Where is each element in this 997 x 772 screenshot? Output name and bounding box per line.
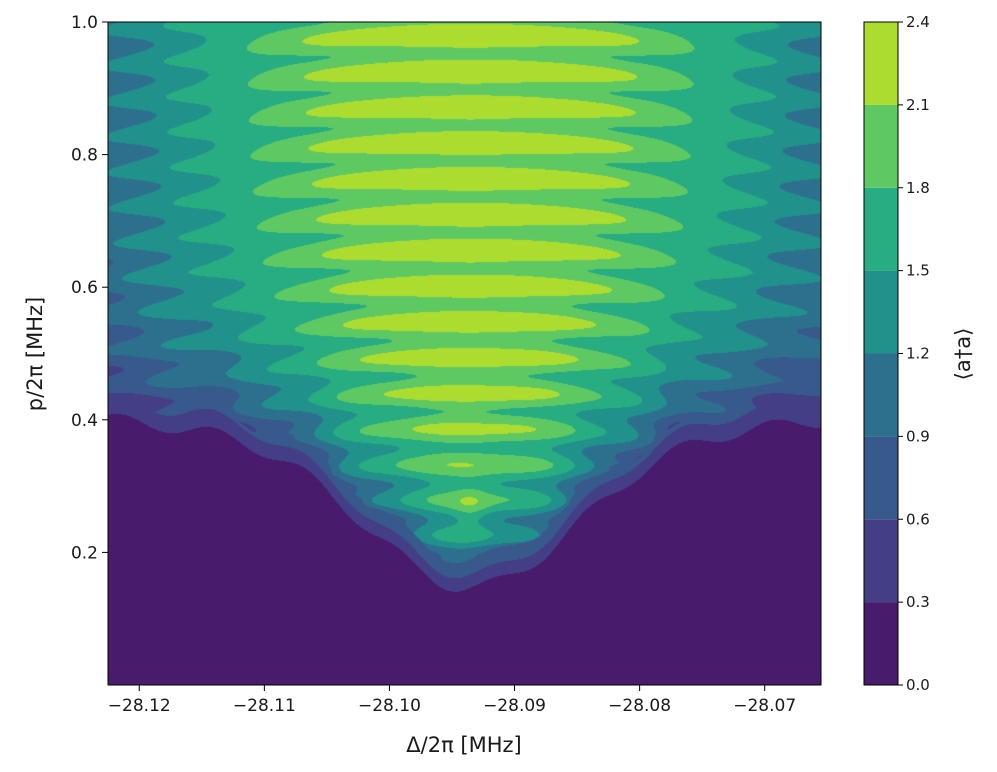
colorbar-tick-label: 0.3 <box>906 593 930 611</box>
colorbar-band <box>864 353 898 437</box>
colorbar-label: ⟨a†a⟩ <box>951 328 975 381</box>
colorbar-tick-label: 0.6 <box>906 510 930 528</box>
colorbar-band <box>864 519 898 603</box>
x-tick-label: −28.07 <box>733 696 796 716</box>
y-tick-label: 0.6 <box>71 278 98 298</box>
colorbar-band <box>864 436 898 520</box>
colorbar-band <box>864 187 898 271</box>
x-tick-label: −28.08 <box>608 696 671 716</box>
colorbar-band <box>864 22 898 105</box>
colorbar-tick-label: 1.2 <box>906 345 930 363</box>
colorbar: 0.0 0.3 0.6 0.9 1.2 1.5 1.8 2.1 2.4 <box>863 13 930 694</box>
y-tick-label: 0.8 <box>71 146 98 166</box>
y-tick-label: 0.2 <box>71 543 98 563</box>
colorbar-tick-label: 2.4 <box>906 13 930 31</box>
colorbar-band <box>864 270 898 354</box>
plot-frame <box>107 21 822 686</box>
colorbar-tick-label: 1.8 <box>906 179 930 197</box>
colorbar-tick-label: 1.5 <box>906 262 930 280</box>
colorbar-band <box>864 602 898 685</box>
x-tick-label: −28.09 <box>483 696 546 716</box>
x-axis-label: Δ/2π [MHz] <box>406 733 521 757</box>
colorbar-band <box>864 104 898 188</box>
colorbar-tick-label: 0.0 <box>906 676 930 694</box>
y-axis-label: p/2π [MHz] <box>23 297 47 411</box>
colorbar-tick-label: 0.9 <box>906 427 930 445</box>
y-tick-label: 1.0 <box>71 13 98 33</box>
y-tick-label: 0.4 <box>71 411 98 431</box>
colorbar-tick-label: 2.1 <box>906 96 930 114</box>
x-axis: −28.12 −28.11 −28.10 −28.09 −28.08 −28.07 <box>108 685 796 716</box>
x-tick-label: −28.12 <box>108 696 171 716</box>
x-tick-label: −28.10 <box>358 696 421 716</box>
contour-heatmap <box>108 22 821 685</box>
y-axis: 0.2 0.4 0.6 0.8 1.0 <box>71 13 108 563</box>
plot-area <box>107 21 822 686</box>
x-tick-label: −28.11 <box>233 696 296 716</box>
